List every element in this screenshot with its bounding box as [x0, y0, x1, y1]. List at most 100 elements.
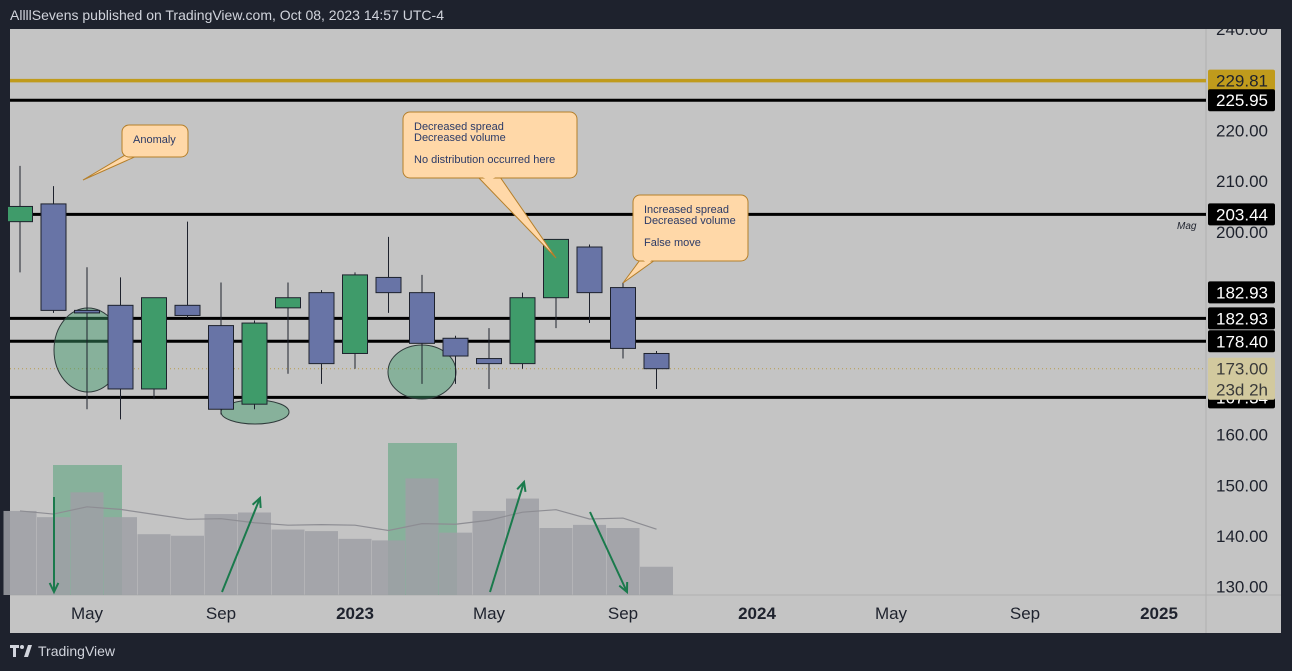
mag-label: Mag — [1177, 221, 1197, 232]
volume-arrow-head — [251, 495, 262, 509]
gold-level-label-text: 229.81 — [1216, 72, 1268, 91]
callout-text: Anomaly — [133, 134, 176, 146]
level-182-extra-label: 182.93 — [1208, 281, 1275, 304]
y-tick-label: 200.00 — [1216, 223, 1268, 242]
volume-bar — [405, 478, 439, 595]
callout-text: Increased spread — [644, 204, 729, 216]
volume-bar — [171, 535, 204, 595]
volume-bar — [204, 514, 238, 595]
volume-bar — [372, 540, 405, 595]
x-tick-label: 2024 — [738, 604, 776, 623]
volume-bar — [238, 512, 271, 595]
candle-body — [141, 297, 167, 390]
volume-arrow-head — [516, 479, 527, 493]
candle-body — [174, 304, 201, 316]
volume-arrow — [48, 497, 60, 595]
volume-arrow-line — [221, 497, 261, 593]
callout-box — [632, 194, 749, 262]
level-182-extra-text: 182.93 — [1216, 283, 1268, 302]
volume-bar — [539, 528, 573, 595]
last-price-label: 173.00 23d 2h — [1208, 357, 1275, 400]
candle-body — [476, 358, 502, 365]
candle-body — [74, 309, 100, 314]
callout-joint — [479, 176, 499, 180]
volume-bar — [472, 510, 506, 595]
candle-body — [107, 304, 134, 390]
volume-arrow-line — [489, 481, 525, 593]
resistance-203-label-text: 203.44 — [1216, 205, 1268, 224]
candle-body — [442, 337, 469, 357]
volume-moving-average — [19, 506, 657, 532]
candle-body — [610, 287, 636, 349]
resistance-225-label-bg — [1208, 89, 1275, 112]
callout-joint — [133, 150, 147, 154]
candle-body — [375, 276, 402, 294]
x-tick-label: 2023 — [336, 604, 374, 623]
candle-body — [40, 203, 67, 311]
last-price-bg — [1208, 357, 1275, 400]
candle-body — [509, 297, 536, 365]
volume-arrow — [221, 495, 262, 593]
level-182-label-text: 182.93 — [1216, 309, 1268, 328]
resistance-203-label-bg — [1208, 203, 1275, 226]
x-tick-label: Sep — [608, 604, 638, 623]
callout-text: Decreased volume — [414, 132, 506, 144]
callout-text: Decreased volume — [644, 215, 736, 227]
y-tick-label: 160.00 — [1216, 426, 1268, 445]
x-tick-label: May — [473, 604, 506, 623]
y-tick-label: 240.00 — [1216, 20, 1268, 39]
publish-header: AllllSevens published on TradingView.com… — [10, 7, 444, 23]
candle-body — [208, 325, 234, 410]
volume-arrow-line — [589, 511, 628, 593]
candle-body — [275, 297, 301, 309]
x-tick-label: Sep — [1010, 604, 1040, 623]
callout-text: Decreased spread — [414, 121, 504, 133]
level-182-extra-bg — [1208, 281, 1275, 304]
callout-text: No distribution occurred here — [414, 154, 555, 166]
candle-body — [643, 352, 670, 370]
gold-level-label: 229.81 — [1208, 69, 1275, 92]
time-axis — [10, 595, 1281, 633]
volume-bar — [104, 517, 137, 595]
volume-bar — [137, 534, 171, 595]
annotation-callout: Anomaly — [82, 124, 189, 181]
plot-area — [10, 29, 1206, 595]
level-178-label-bg — [1208, 330, 1275, 353]
volume-bar — [271, 529, 305, 595]
resistance-225-label-text: 225.95 — [1216, 91, 1268, 110]
y-tick-label: 210.00 — [1216, 172, 1268, 191]
callout-box — [121, 124, 189, 158]
volume-arrow — [589, 511, 629, 595]
countdown-text: 23d 2h — [1216, 381, 1268, 400]
volume-arrow — [489, 479, 527, 593]
candle-body — [308, 292, 335, 365]
level-178-label: 178.40 — [1208, 330, 1275, 353]
callout-text: False move — [644, 237, 701, 249]
volume-arrow-head — [48, 582, 60, 595]
level-182-label: 182.93 — [1208, 307, 1275, 330]
y-tick-label: 220.00 — [1216, 121, 1268, 140]
resistance-203-label: 203.44 — [1208, 203, 1275, 226]
x-tick-label: May — [71, 604, 104, 623]
candle-body — [576, 246, 603, 294]
gold-level-label-bg — [1208, 69, 1275, 92]
volume-bar — [338, 538, 372, 595]
candle-body — [342, 274, 368, 354]
level-182-label-bg — [1208, 307, 1275, 330]
x-tick-label: Sep — [206, 604, 236, 623]
last-price-text: 173.00 — [1216, 360, 1268, 379]
candle-body — [7, 205, 33, 223]
callout-joint — [641, 259, 654, 263]
x-tick-label: 2025 — [1140, 604, 1178, 623]
level-178-label-text: 178.40 — [1216, 332, 1268, 351]
volume-bar — [640, 566, 673, 595]
volume-bar — [506, 498, 539, 595]
volume-bar — [439, 532, 472, 595]
volume-arrow-head — [618, 581, 629, 595]
tradingview-footer[interactable]: TradingView — [10, 643, 115, 659]
x-tick-label: May — [875, 604, 908, 623]
y-tick-label: 150.00 — [1216, 476, 1268, 495]
tradingview-brand: TradingView — [38, 643, 116, 659]
